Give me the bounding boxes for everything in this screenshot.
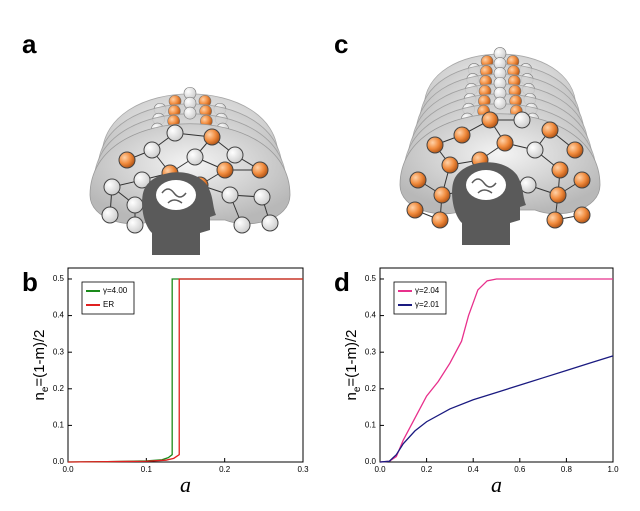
network-node: [541, 121, 559, 139]
network-node: [233, 216, 251, 234]
network-node: [481, 111, 499, 129]
network-node: [549, 186, 567, 204]
layer-node: [183, 106, 197, 120]
y-tick-label: 0.5: [53, 274, 65, 283]
panel-label: d: [334, 267, 350, 297]
legend-label: γ=2.04: [415, 286, 440, 295]
panel-label: a: [22, 29, 37, 59]
y-axis-label-part: e: [352, 386, 363, 392]
y-axis-label: ne=(1-m)/2: [343, 330, 363, 401]
network-node: [226, 146, 244, 164]
network-node: [513, 111, 531, 129]
network-node: [409, 171, 427, 189]
network-node: [216, 161, 234, 179]
panel-label: b: [22, 267, 38, 297]
network-node: [143, 141, 161, 159]
plot-frame: [67, 267, 304, 463]
network-node: [261, 214, 279, 232]
x-tick-label: 1.0: [607, 465, 619, 474]
network-node: [221, 186, 239, 204]
x-tick-label: 0.0: [62, 465, 74, 474]
y-axis-label-part: n: [31, 392, 48, 400]
legend-label: γ=2.01: [415, 300, 440, 309]
x-tick-label: 0.2: [219, 465, 231, 474]
x-tick-label: 0.1: [141, 465, 153, 474]
brain-fold: [161, 188, 187, 204]
network-node: [546, 211, 564, 229]
y-tick-label: 0.3: [365, 347, 377, 356]
legend-label: ER: [103, 300, 114, 309]
network-node: [526, 141, 544, 159]
y-tick-label: 0.2: [53, 384, 65, 393]
network-node: [406, 201, 424, 219]
legend-box: [81, 281, 135, 315]
network-node: [453, 126, 471, 144]
series-line: [379, 355, 614, 463]
y-tick-label: 0.1: [365, 421, 377, 430]
network-node: [166, 124, 184, 142]
legend-box: [393, 281, 447, 315]
network-node: [496, 134, 514, 152]
y-tick-label: 0.2: [365, 384, 377, 393]
network-node: [573, 171, 591, 189]
layer-node: [493, 96, 507, 110]
y-axis-label-part: =(1-m)/2: [31, 330, 48, 387]
y-axis-label-part: =(1-m)/2: [343, 330, 360, 387]
x-axis-label: a: [491, 472, 502, 497]
network-node: [253, 188, 271, 206]
illustrations: [89, 47, 601, 255]
panel-label: c: [334, 29, 348, 59]
x-tick-label: 0.0: [374, 465, 386, 474]
y-tick-label: 0.5: [365, 274, 377, 283]
y-axis-label-part: n: [343, 392, 360, 400]
network-node: [433, 186, 451, 204]
x-tick-label: 0.2: [421, 465, 433, 474]
y-tick-label: 0.4: [365, 311, 377, 320]
network-node: [566, 141, 584, 159]
network-node: [573, 206, 591, 224]
y-tick-label: 0.0: [365, 457, 377, 466]
brain-fold: [471, 178, 497, 194]
y-tick-label: 0.1: [53, 421, 65, 430]
y-axis-label: ne=(1-m)/2: [31, 330, 51, 401]
network-node: [431, 211, 449, 229]
network-node: [126, 196, 144, 214]
y-axis-label-part: e: [40, 386, 51, 392]
network-node: [186, 148, 204, 166]
y-tick-label: 0.3: [53, 347, 65, 356]
x-tick-label: 0.8: [561, 465, 573, 474]
y-tick-label: 0.4: [53, 311, 65, 320]
network-node: [133, 171, 151, 189]
plot-frame: [379, 267, 614, 463]
network-node: [126, 216, 144, 234]
y-tick-label: 0.0: [53, 457, 65, 466]
x-tick-label: 0.6: [514, 465, 526, 474]
network-node: [203, 128, 221, 146]
network-node: [103, 178, 121, 196]
network-node: [441, 156, 459, 174]
x-tick-label: 0.3: [297, 465, 309, 474]
network-node: [426, 136, 444, 154]
legend-label: γ=4.00: [103, 286, 128, 295]
network-node: [551, 161, 569, 179]
series-line: [67, 278, 303, 463]
x-axis-label: a: [180, 472, 191, 497]
network-node: [101, 206, 119, 224]
network-node: [251, 161, 269, 179]
x-tick-label: 0.4: [468, 465, 480, 474]
network-node: [118, 151, 136, 169]
